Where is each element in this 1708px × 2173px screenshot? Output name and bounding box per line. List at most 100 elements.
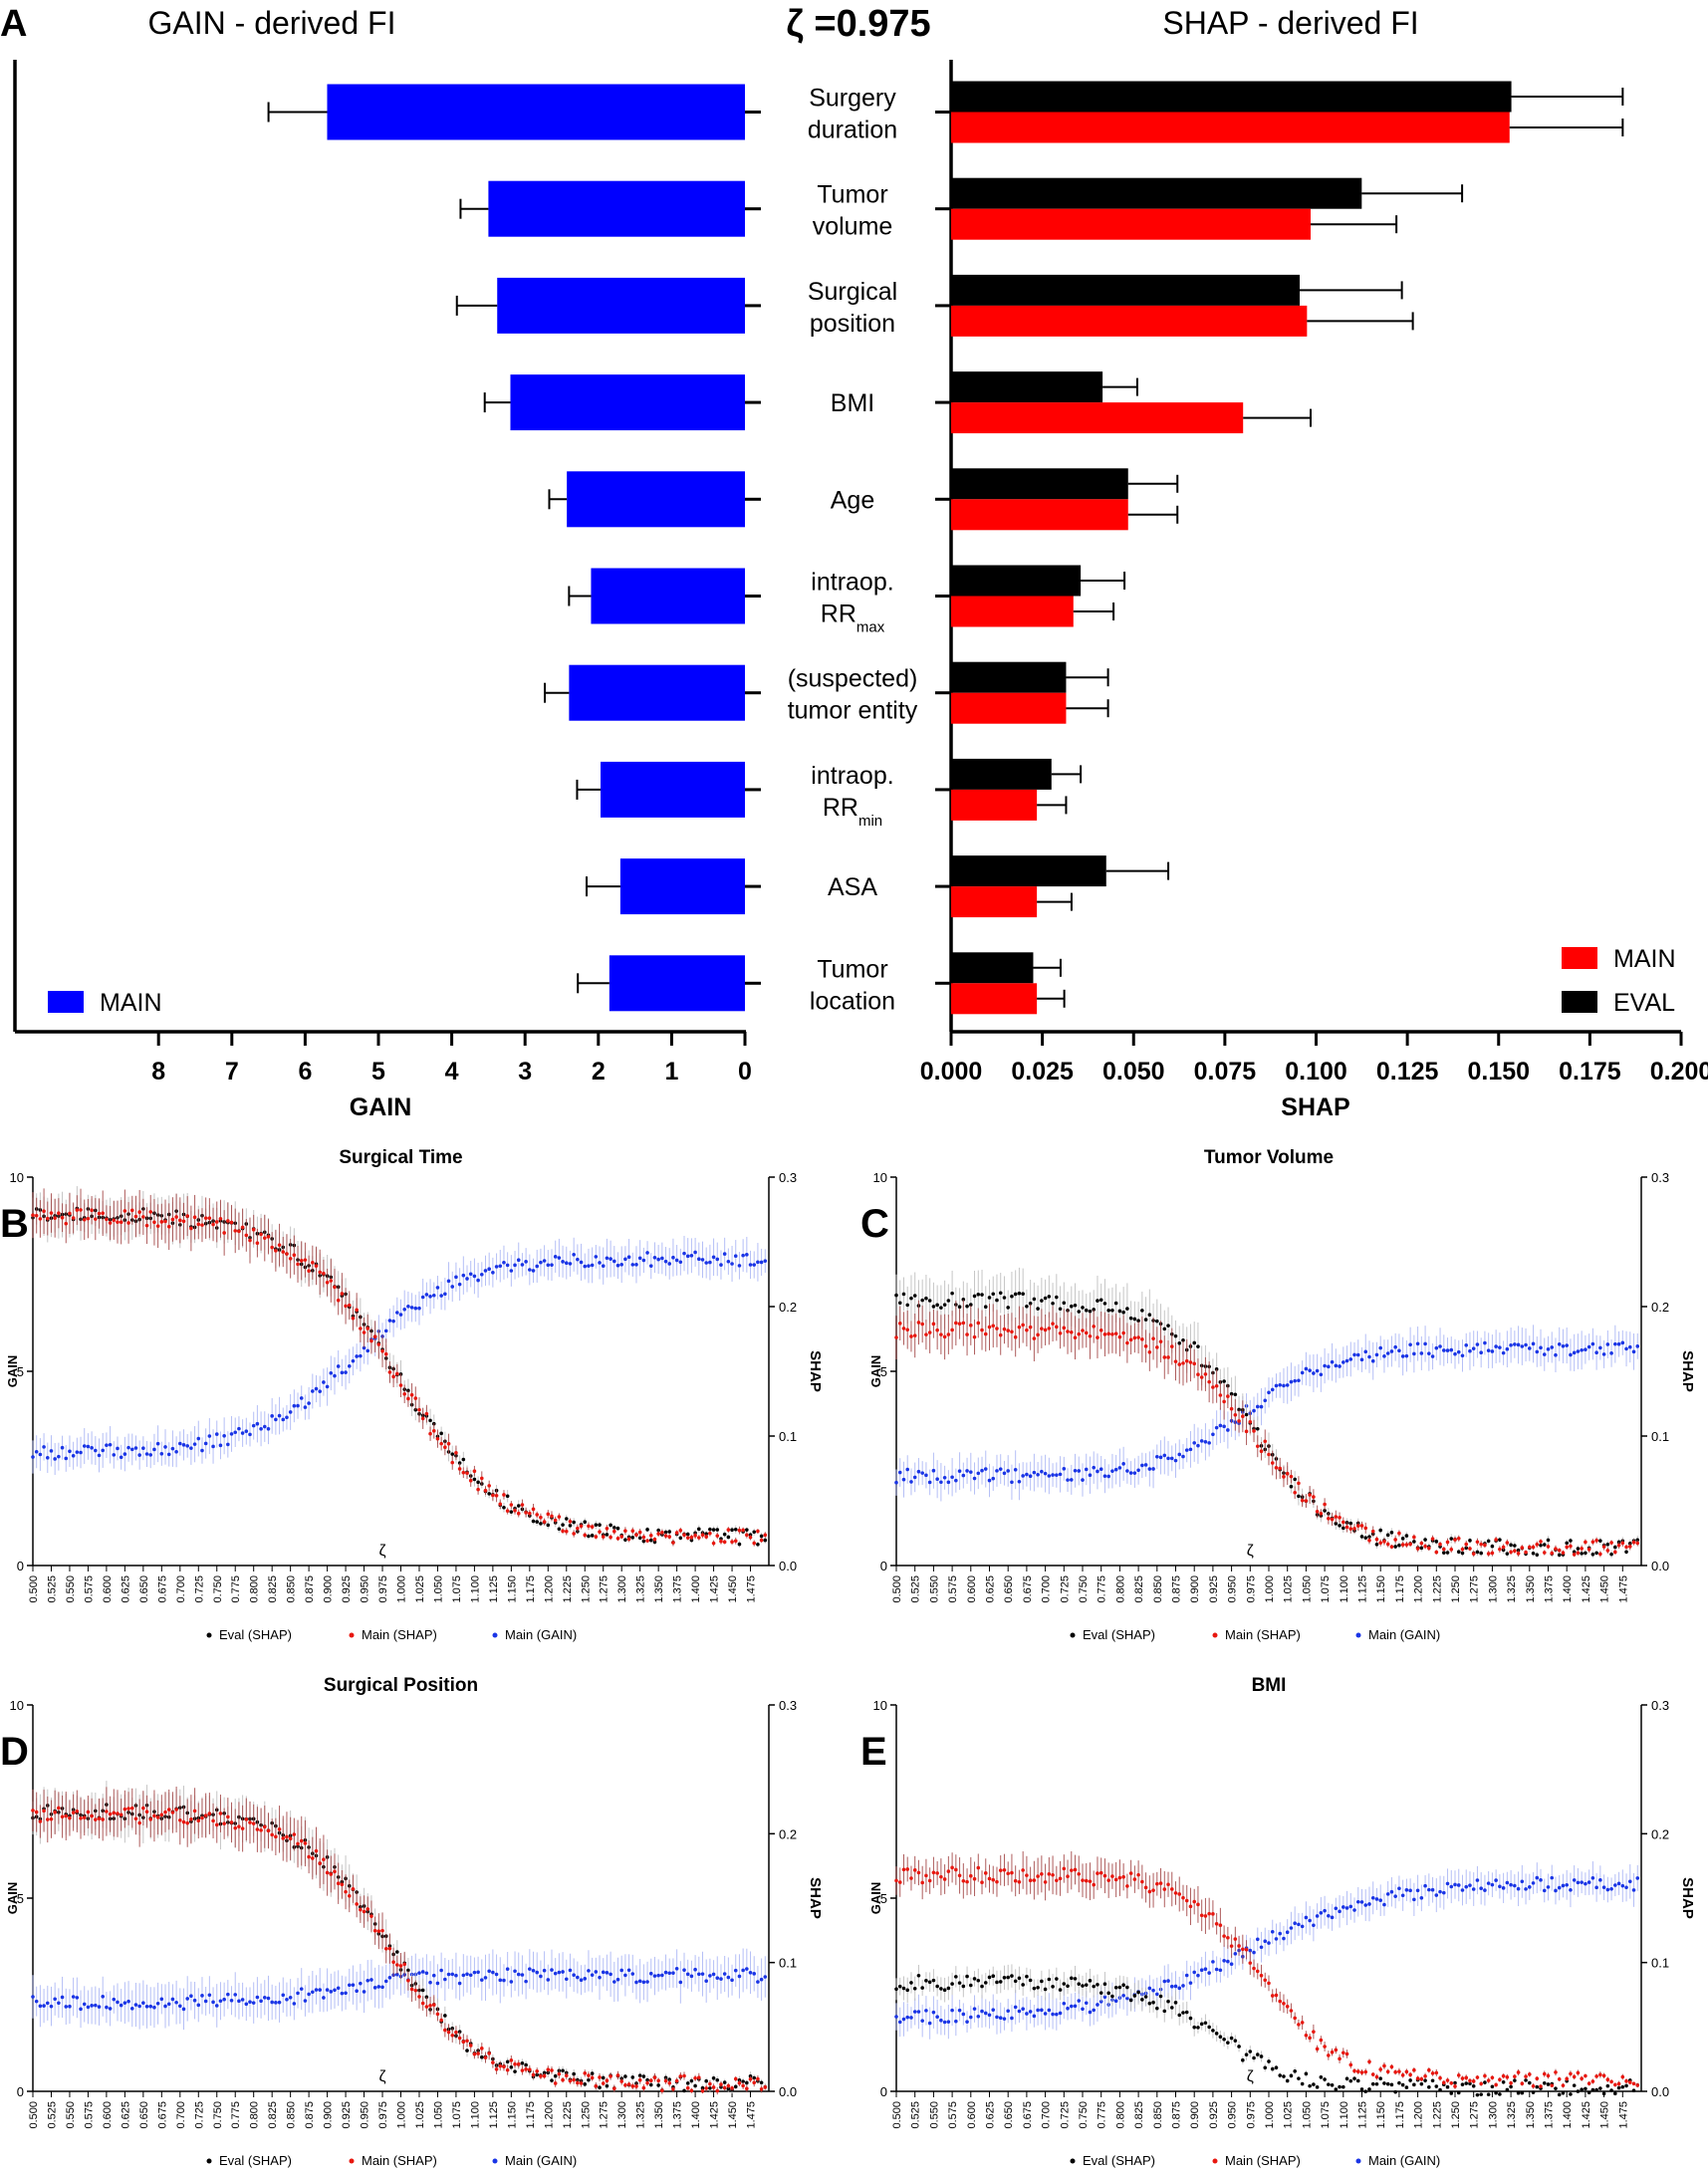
data-point [1516, 1342, 1521, 1347]
data-point [1066, 1984, 1070, 1989]
data-point [579, 1260, 584, 1265]
gain-x-tick-label: 8 [151, 1058, 165, 1086]
data-point [539, 1522, 543, 1526]
x-tick-label: 0.950 [360, 2101, 371, 2129]
data-point [222, 1821, 226, 1825]
data-point [152, 1447, 156, 1452]
category-label-line2: RRmin [823, 794, 882, 830]
data-point [494, 1265, 499, 1269]
data-point [366, 1348, 370, 1353]
x-tick-label: 0.950 [1227, 1575, 1239, 1603]
data-point [1400, 1537, 1405, 1541]
x-tick-label: 1.150 [506, 1575, 518, 1603]
data-point [362, 1990, 366, 1994]
data-point [733, 1527, 738, 1532]
category-label-line2: position [810, 310, 895, 338]
data-point [1616, 1881, 1621, 1886]
data-point [1520, 2090, 1525, 2095]
data-point [1006, 2009, 1010, 2014]
data-point [759, 1534, 764, 1539]
data-point [1627, 1879, 1632, 1884]
data-point [663, 1970, 668, 1975]
data-point [1285, 2078, 1290, 2083]
data-point [946, 1986, 951, 1991]
data-point [1088, 1309, 1093, 1314]
data-point [1352, 2076, 1356, 2081]
data-point [1289, 2073, 1294, 2078]
data-point [531, 1269, 536, 1273]
data-point [285, 1415, 289, 1420]
data-point [112, 1453, 117, 1457]
data-point [1613, 1545, 1617, 1550]
data-point [700, 2088, 705, 2093]
data-point [159, 1812, 164, 1817]
data-point [303, 1841, 308, 1845]
data-point [457, 1461, 462, 1465]
data-point [609, 1257, 612, 1261]
data-point [1367, 1354, 1371, 1359]
x-tick-label: 1.325 [635, 1575, 647, 1603]
data-point [288, 1836, 293, 1841]
data-point [745, 1533, 749, 1538]
data-point [112, 1997, 117, 2002]
data-point [1393, 1344, 1397, 1349]
data-point [1586, 2090, 1591, 2095]
data-point [1494, 1878, 1498, 1882]
x-tick-label: 0.900 [1189, 1575, 1201, 1603]
x-tick-label: 0.575 [947, 1575, 959, 1603]
data-point [383, 1946, 388, 1951]
data-point [1348, 2078, 1353, 2083]
data-point [590, 1534, 595, 1538]
data-point [1058, 1307, 1063, 1312]
data-point [1370, 2081, 1375, 2086]
data-point [1043, 1328, 1048, 1332]
data-point [1342, 1520, 1345, 1525]
data-point [1098, 1467, 1103, 1471]
x-tick-label: 1.150 [1375, 1575, 1387, 1603]
data-point [733, 1539, 738, 1544]
shap-x-tick-label: 0.000 [920, 1058, 983, 1086]
data-point [652, 1537, 657, 1542]
data-point [1374, 2081, 1379, 2086]
x-tick-label: 0.975 [377, 1575, 389, 1603]
data-point [1218, 2035, 1223, 2039]
data-point [428, 1418, 432, 1423]
data-point [1412, 1897, 1416, 1902]
data-point [1441, 1547, 1446, 1552]
data-point [1516, 2090, 1521, 2095]
data-point [897, 2020, 902, 2025]
data-point [498, 1264, 503, 1269]
data-point [648, 1534, 653, 1538]
data-point [1498, 1547, 1502, 1552]
data-point [897, 1470, 902, 1475]
x-tick-label: 0.625 [985, 1575, 997, 1603]
data-point [229, 1820, 234, 1824]
data-point [166, 1808, 171, 1811]
data-point [303, 1405, 308, 1409]
shap-x-axis-label: SHAP [1281, 1093, 1349, 1121]
data-point [726, 1975, 731, 1980]
data-point [1423, 2078, 1427, 2082]
data-point [112, 1218, 117, 1223]
data-point [1132, 1994, 1137, 1998]
data-point [748, 1535, 753, 1540]
data-point [1423, 1883, 1427, 1888]
data-point [86, 1444, 91, 1449]
data-point [1155, 1992, 1159, 1997]
data-point [693, 2076, 697, 2080]
data-point [498, 2063, 503, 2068]
data-point [626, 1255, 631, 1260]
data-point [634, 1980, 638, 1985]
data-point [920, 1298, 924, 1303]
data-point [1546, 1538, 1551, 1543]
data-point [1498, 1884, 1502, 1889]
shap-eval-bar [951, 952, 1034, 984]
data-point [969, 1470, 973, 1474]
data-point [1158, 1339, 1163, 1343]
data-point [141, 1215, 145, 1219]
data-point [391, 1374, 395, 1379]
x-tick-label: 1.175 [525, 2101, 537, 2129]
data-point [1140, 1998, 1144, 2002]
data-point [192, 1442, 197, 1446]
data-point [1468, 1883, 1472, 1887]
